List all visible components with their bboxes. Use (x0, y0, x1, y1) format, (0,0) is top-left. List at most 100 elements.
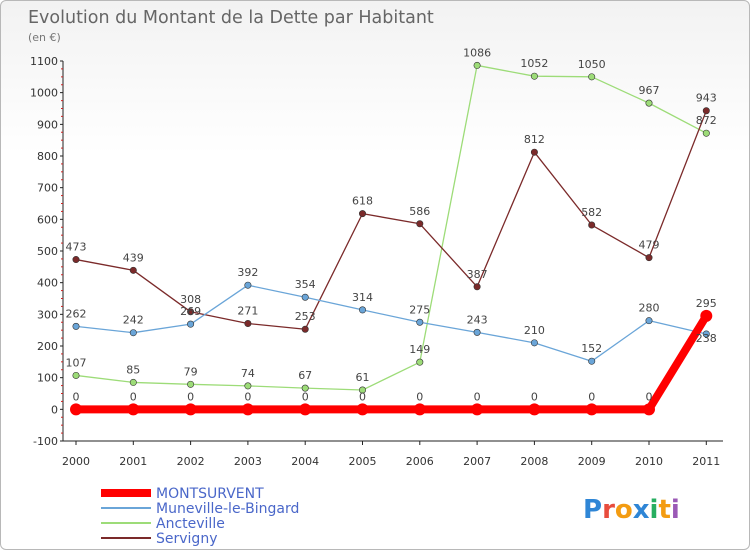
data-label: 308 (180, 293, 201, 306)
data-label: 387 (467, 268, 488, 281)
data-label: 314 (352, 291, 373, 304)
legend-label: Muneville-le-Bingard (156, 501, 299, 517)
chart-title: Evolution du Montant de la Dette par Hab… (28, 8, 434, 28)
data-label: 618 (352, 195, 373, 208)
data-label: 253 (295, 310, 316, 323)
data-label: 0 (588, 390, 595, 403)
series-point-0 (184, 403, 197, 416)
series-point-1 (301, 293, 309, 301)
data-label: 1052 (520, 57, 548, 70)
y-tick-label: 600 (37, 213, 58, 226)
data-label: 280 (639, 302, 660, 315)
data-label: 1086 (463, 46, 491, 59)
series-point-2 (702, 129, 710, 137)
logo-letter: x (633, 495, 650, 525)
x-tick-label: 2003 (234, 455, 262, 468)
x-tick-label: 2006 (406, 455, 434, 468)
x-tick-label: 2002 (177, 455, 205, 468)
series-point-2 (530, 72, 538, 80)
logo-text: Proxiti (583, 495, 680, 525)
series-line-2 (75, 64, 707, 391)
y-tick-label: 0 (51, 403, 58, 416)
series-point-0 (528, 403, 541, 416)
series-point-1 (187, 320, 195, 328)
data-label: 243 (467, 313, 488, 326)
y-tick-label: 800 (37, 150, 58, 163)
y-tick-label: 100 (37, 372, 58, 385)
data-label: 392 (237, 266, 258, 279)
data-label: 67 (298, 369, 312, 382)
y-tick-label: 500 (37, 245, 58, 258)
series-point-2 (358, 386, 366, 394)
series-point-3 (473, 283, 481, 291)
logo-letter: t (658, 495, 670, 525)
series-point-1 (358, 306, 366, 314)
data-label: 586 (409, 205, 430, 218)
data-label: 0 (416, 390, 423, 403)
data-labels: 0 0 0 0 0 0 0 0 0 0 0 295 262 242 269 392 354 314 275 243 21… (66, 46, 717, 403)
y-tick-label: 900 (37, 118, 58, 131)
data-label: 479 (639, 239, 660, 252)
data-label: 967 (639, 84, 660, 97)
data-label: 262 (66, 307, 87, 320)
y-tick-label: 700 (37, 182, 58, 195)
data-label: 0 (73, 390, 80, 403)
series-point-3 (530, 148, 538, 156)
series-point-3 (645, 254, 653, 262)
series-point-1 (645, 317, 653, 325)
data-label: 354 (295, 278, 316, 291)
data-label: 0 (646, 390, 653, 403)
data-label: 812 (524, 133, 545, 146)
data-label: 238 (696, 332, 717, 345)
series-layer (70, 61, 713, 416)
data-label: 0 (531, 390, 538, 403)
series-point-0 (471, 403, 484, 416)
x-tick-label: 2004 (291, 455, 319, 468)
series-point-1 (244, 281, 252, 289)
series-point-0 (241, 403, 254, 416)
series-point-0 (356, 403, 369, 416)
x-tick-label: 2011 (692, 455, 720, 468)
y-tick-label: 400 (37, 277, 58, 290)
x-tick-label: 2008 (520, 455, 548, 468)
series-point-0 (643, 403, 655, 416)
series-line-0 (72, 311, 711, 414)
series-point-3 (588, 221, 596, 229)
series-point-0 (700, 309, 713, 322)
series-point-2 (588, 73, 596, 81)
data-label: 271 (237, 305, 258, 318)
data-label: 79 (184, 365, 198, 378)
data-label: 149 (409, 343, 430, 356)
series-point-0 (70, 403, 82, 416)
data-label: 0 (130, 390, 137, 403)
series-point-3 (301, 325, 309, 333)
series-point-3 (416, 220, 424, 228)
series-point-2 (473, 61, 481, 69)
series-point-2 (129, 378, 137, 386)
logo-letter: o (615, 495, 633, 525)
series-point-0 (585, 403, 598, 416)
data-label: 152 (581, 342, 602, 355)
data-label: 269 (180, 305, 201, 318)
legend-label: MONTSURVENT (156, 486, 264, 502)
data-label: 107 (66, 356, 87, 369)
data-label: 210 (524, 324, 545, 337)
data-label: 85 (126, 363, 140, 376)
series-point-3 (187, 308, 195, 316)
series-point-1 (416, 318, 424, 326)
legend: MONTSURVENTMuneville-le-BingardAnctevill… (101, 486, 299, 547)
series-line-1 (75, 284, 707, 362)
axes: -100010020030040050060070080090010001100… (30, 55, 723, 468)
legend-label: Servigny (156, 531, 217, 547)
series-point-0 (127, 403, 140, 416)
series-point-1 (702, 330, 710, 338)
series-point-3 (358, 210, 366, 218)
data-label: 0 (359, 390, 366, 403)
data-label: 582 (581, 206, 602, 219)
data-label: 0 (244, 390, 251, 403)
x-tick-label: 2000 (62, 455, 90, 468)
data-label: 242 (123, 314, 144, 327)
proxiti-logo: Proxiti (583, 495, 680, 525)
